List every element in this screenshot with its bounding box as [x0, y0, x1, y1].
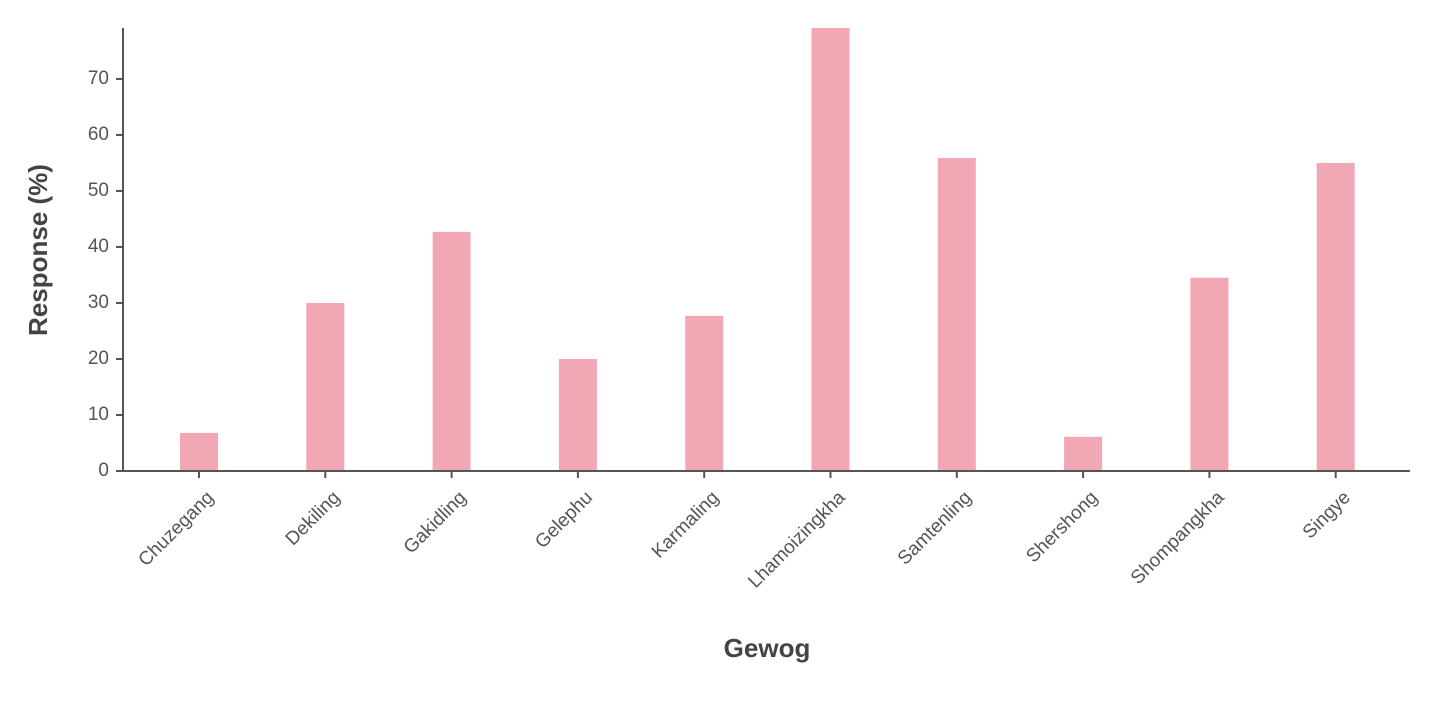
bar	[558, 358, 597, 471]
x-tick-label: Shershong	[1022, 487, 1102, 567]
x-tick-label: Gelephu	[531, 487, 597, 553]
bar	[180, 432, 218, 471]
x-tick-label: Dekiling	[282, 487, 345, 550]
y-tick-label: 70	[88, 68, 109, 89]
y-tick-label: 50	[88, 180, 109, 201]
x-tick-label: Gakidling	[400, 487, 471, 558]
x-tick-label: Samtenling	[894, 487, 976, 569]
x-tick-label: Chuzegang	[134, 487, 218, 571]
bar	[937, 157, 976, 471]
x-axis-label: Gewog	[724, 633, 811, 663]
x-tick-label: Lhamoizingkha	[744, 487, 850, 593]
y-tick-label: 20	[88, 348, 109, 369]
x-tick-label: Karmaling	[648, 487, 723, 562]
y-axis-label: Response (%)	[23, 164, 53, 336]
bar	[1064, 436, 1103, 471]
y-tick-label: 40	[88, 236, 109, 257]
y-tick-label: 30	[88, 292, 109, 313]
x-tick-label: Shompangkha	[1127, 487, 1229, 589]
bar	[1316, 162, 1355, 472]
y-tick-label: 60	[88, 124, 109, 145]
y-tick-label: 10	[88, 404, 109, 425]
bar	[432, 231, 471, 471]
bar	[685, 315, 724, 471]
bar	[1190, 277, 1229, 471]
bar	[811, 28, 850, 471]
bar	[306, 302, 345, 471]
y-tick-label: 0	[98, 460, 109, 481]
x-tick-label: Singye	[1299, 487, 1355, 543]
